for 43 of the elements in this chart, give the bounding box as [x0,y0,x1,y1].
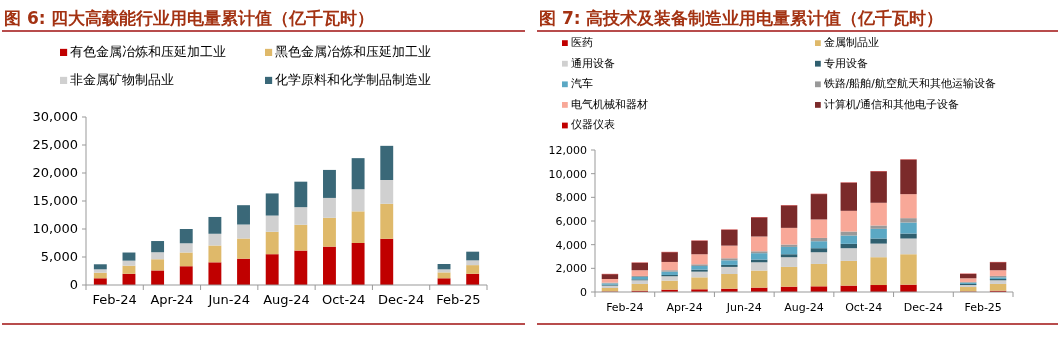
x-tick-label: Jun-24 [207,292,250,307]
x-tick-label: Aug-24 [784,301,824,314]
y-tick-label: 30,000 [32,109,78,124]
legend-label: 医药 [570,36,593,48]
legend-label: 计算机/通信和其他电子设备 [823,97,960,110]
chart-title: 图 6: 四大高载能行业用电量累计值（亿千瓦时） [4,8,375,28]
y-tick-label: 6,000 [555,215,587,228]
legend-label: 铁路/船舶/航空航天和其他运输设备 [822,77,996,90]
legend-label: 专用设备 [823,56,868,69]
y-tick-label: 5,000 [40,249,78,264]
x-tick-label: Feb-25 [436,292,481,307]
legend-label: 金属制品业 [823,36,879,48]
y-tick-label: 10,000 [32,221,78,236]
legend-label: 非金属矿物制品业 [70,72,175,87]
legend-label: 电气机械和器材 [570,97,648,110]
y-tick-label: 10,000 [548,167,587,181]
x-tick-label: Jun-24 [725,301,762,314]
y-tick-label: 8,000 [555,191,587,205]
y-tick-label: 2,000 [555,262,587,276]
legend-label: 通用设备 [570,56,615,69]
legend-label: 有色金属冶炼和压延加工业 [70,44,227,59]
y-tick-label: 15,000 [32,193,78,208]
legend-label: 汽车 [570,77,593,90]
x-tick-label: Feb-24 [606,301,644,314]
y-tick-label: 0 [580,286,587,299]
legend-label: 黑色金属冶炼和压延加工业 [275,44,432,59]
y-tick-label: 0 [69,277,78,292]
y-tick-label: 25,000 [32,137,78,152]
y-tick-label: 12,000 [548,144,587,157]
y-tick-label: 4,000 [555,238,587,252]
x-tick-label: Apr-24 [150,292,194,307]
x-tick-label: Feb-25 [964,301,1002,314]
x-tick-label: Feb-24 [92,292,137,307]
x-tick-label: Apr-24 [666,301,703,314]
x-tick-label: Oct-24 [321,292,366,307]
x-tick-label: Dec-24 [903,301,944,314]
legend-label: 化学原料和化学制品制造业 [275,72,432,87]
x-tick-label: Aug-24 [263,292,310,307]
x-tick-label: Oct-24 [845,301,883,314]
chart-title: 图 7: 高技术及装备制造业用电量累计值（亿千瓦时） [539,8,944,28]
x-tick-label: Dec-24 [377,292,425,307]
legend-label: 仪器仪表 [570,118,615,131]
y-tick-label: 20,000 [32,165,78,180]
